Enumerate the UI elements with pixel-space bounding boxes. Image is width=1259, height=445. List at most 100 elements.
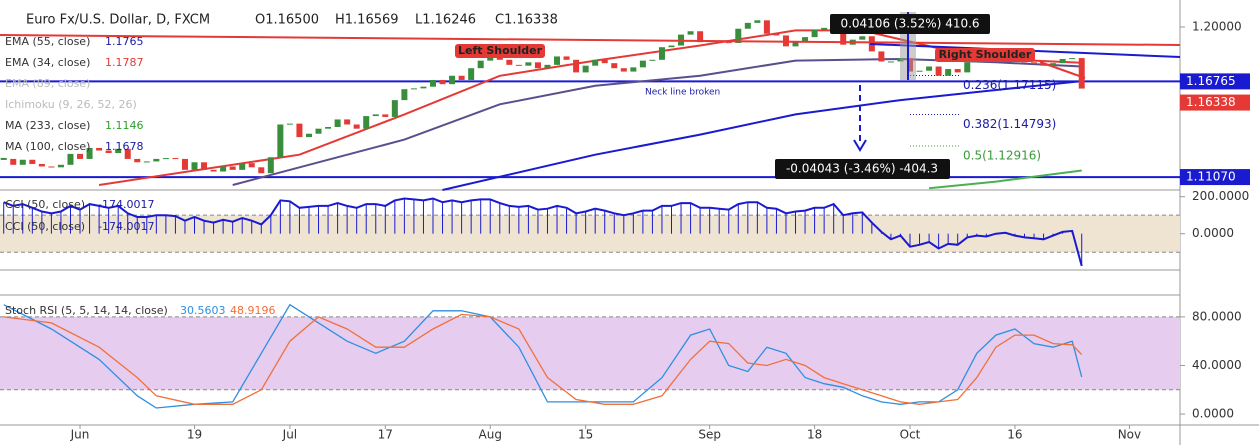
candle <box>191 162 198 170</box>
candle <box>878 51 885 62</box>
candle <box>639 60 646 68</box>
stoch-band <box>0 316 1180 390</box>
candle <box>153 158 160 162</box>
indicator-line <box>929 169 1082 190</box>
left-shoulder: Left Shoulder <box>458 44 543 57</box>
cci-legend-value: -174.0017 <box>98 198 154 211</box>
trend-line <box>1039 61 1086 79</box>
candle <box>468 68 475 80</box>
price-tag <box>1180 169 1250 186</box>
chart-title: Euro Fx/U.S. Dollar, D, FXCM <box>26 13 210 28</box>
candle <box>296 123 303 138</box>
candle <box>773 33 780 36</box>
candle <box>649 59 656 61</box>
neck-line-note: Neck line broken <box>645 88 720 98</box>
indicator-name: EMA (34, close) <box>5 56 90 69</box>
candle <box>267 157 274 174</box>
candle <box>172 158 179 160</box>
candle <box>821 27 828 30</box>
candle <box>105 150 112 154</box>
candle <box>77 153 84 159</box>
indicator-name: EMA (55, close) <box>5 35 90 48</box>
candle <box>19 159 26 165</box>
x-tick-label: 18 <box>807 428 822 442</box>
candle <box>239 163 246 170</box>
candle <box>134 158 141 163</box>
candle <box>630 67 637 72</box>
candle <box>534 62 541 69</box>
drawings: Left Shoulder Right Shoulder Neck line b… <box>0 12 1181 179</box>
indicator-line <box>442 80 1082 191</box>
candle <box>544 64 551 69</box>
candle <box>449 75 456 85</box>
x-tick-label: Aug <box>479 428 502 442</box>
candle <box>916 70 923 72</box>
candle <box>10 158 17 165</box>
candle <box>229 166 236 170</box>
candle <box>410 88 417 90</box>
candle <box>582 65 589 73</box>
candle <box>372 114 379 117</box>
resistance-line <box>0 34 1181 46</box>
candle <box>439 79 446 85</box>
candle <box>305 133 312 138</box>
y-tick-label: 0.0000 <box>1192 407 1234 421</box>
candle <box>363 116 370 129</box>
indicator-name: MA (233, close) <box>5 119 90 132</box>
x-tick-label: Nov <box>1118 428 1141 442</box>
indicator-value: 1.1146 <box>105 119 144 132</box>
y-tick-label: 80.0000 <box>1192 309 1242 323</box>
cci-legend: CCI (50, close) <box>5 198 85 211</box>
candle <box>658 47 665 60</box>
measure-label: 0.04106 (3.52%) 410.6 <box>840 17 979 31</box>
right-shoulder: Right Shoulder <box>939 48 1032 61</box>
candle <box>620 68 627 72</box>
candle <box>248 163 255 168</box>
x-tick-label: Oct <box>900 428 921 442</box>
candle <box>554 56 561 65</box>
price-tag-label: 1.16765 <box>1186 74 1236 88</box>
y-tick-label: 0.0000 <box>1192 226 1234 240</box>
candle <box>601 59 608 64</box>
stoch-legend-value: 30.5603 <box>180 304 226 317</box>
candle <box>67 153 74 165</box>
x-tick-label: 17 <box>378 428 393 442</box>
x-tick-label: 16 <box>1007 428 1022 442</box>
candle <box>115 148 122 154</box>
candle <box>1050 63 1057 66</box>
indicator-value: 1.1765 <box>105 35 144 48</box>
y-tick-label: 40.0000 <box>1192 358 1242 372</box>
fib-label: 0.5(1.12916) <box>963 149 1041 163</box>
candle <box>201 162 208 170</box>
price-tag-label: 1.16338 <box>1186 95 1236 109</box>
candle <box>525 62 532 66</box>
indicator-name: MA (100, close) <box>5 140 90 153</box>
measure-box <box>775 159 950 179</box>
candle <box>887 61 894 63</box>
measure-label: -0.04043 (-3.46%) -404.3 <box>786 162 938 176</box>
plot: 1.20000 200.0000 0.0000 80.0000 40.0000 0.000… <box>0 20 1250 442</box>
measure-box <box>830 14 990 34</box>
candle <box>477 60 484 69</box>
stoch-legend: Stoch RSI (5, 5, 14, 14, close) <box>5 304 168 317</box>
ohlc-value: O1.16500 <box>255 13 319 28</box>
candle <box>668 45 675 48</box>
candle <box>573 59 580 73</box>
candle <box>458 75 465 80</box>
stoch-legend-value: 48.9196 <box>230 304 276 317</box>
price-tag-label: 1.11070 <box>1186 170 1236 184</box>
fib-label: 0.236(1.17115) <box>963 78 1056 92</box>
cci-legend: CCI (50, close) <box>5 220 85 233</box>
y-tick-label: 200.0000 <box>1192 189 1249 203</box>
indicator-name: EMA (89, close) <box>5 77 90 90</box>
candle <box>401 89 408 101</box>
candle <box>57 164 64 168</box>
candle <box>220 166 227 172</box>
candle <box>735 28 742 44</box>
candle <box>420 86 427 89</box>
x-tick-label: 19 <box>187 428 202 442</box>
candle <box>611 63 618 69</box>
candle <box>124 148 131 159</box>
candle <box>162 158 169 160</box>
